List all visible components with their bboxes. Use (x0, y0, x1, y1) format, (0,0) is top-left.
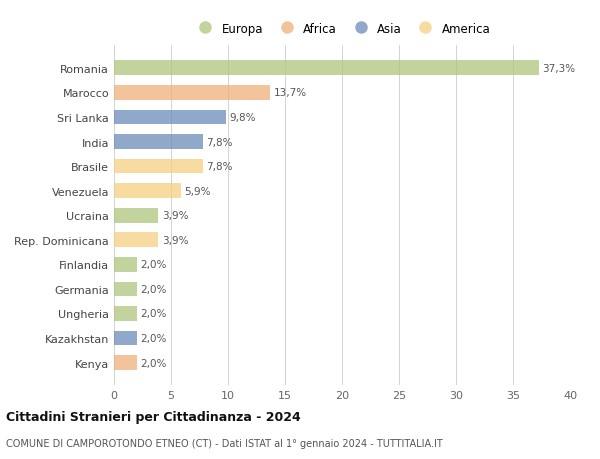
Text: 13,7%: 13,7% (274, 88, 307, 98)
Bar (114, 208, 158, 223)
Bar (114, 62, 539, 76)
Bar (114, 135, 203, 150)
Bar (114, 307, 137, 321)
Bar (114, 233, 158, 247)
Text: COMUNE DI CAMPOROTONDO ETNEO (CT) - Dati ISTAT al 1° gennaio 2024 - TUTTITALIA.I: COMUNE DI CAMPOROTONDO ETNEO (CT) - Dati… (6, 438, 443, 448)
Text: 5,9%: 5,9% (185, 186, 211, 196)
Bar (114, 184, 181, 199)
Text: Cittadini Stranieri per Cittadinanza - 2024: Cittadini Stranieri per Cittadinanza - 2… (6, 410, 301, 423)
Text: 7,8%: 7,8% (206, 137, 233, 147)
Text: 9,8%: 9,8% (229, 113, 256, 123)
Text: 3,9%: 3,9% (162, 235, 188, 245)
Bar (114, 159, 203, 174)
Text: 2,0%: 2,0% (140, 309, 167, 319)
Bar (114, 282, 137, 297)
Text: 3,9%: 3,9% (162, 211, 188, 221)
Bar (114, 331, 137, 346)
Text: 7,8%: 7,8% (206, 162, 233, 172)
Bar (114, 86, 270, 101)
Bar (114, 110, 226, 125)
Legend: Europa, Africa, Asia, America: Europa, Africa, Asia, America (188, 18, 496, 40)
Text: 2,0%: 2,0% (140, 358, 167, 368)
Text: 2,0%: 2,0% (140, 333, 167, 343)
Text: 37,3%: 37,3% (542, 64, 576, 74)
Text: 2,0%: 2,0% (140, 284, 167, 294)
Bar (114, 355, 137, 370)
Bar (114, 257, 137, 272)
Text: 2,0%: 2,0% (140, 260, 167, 270)
